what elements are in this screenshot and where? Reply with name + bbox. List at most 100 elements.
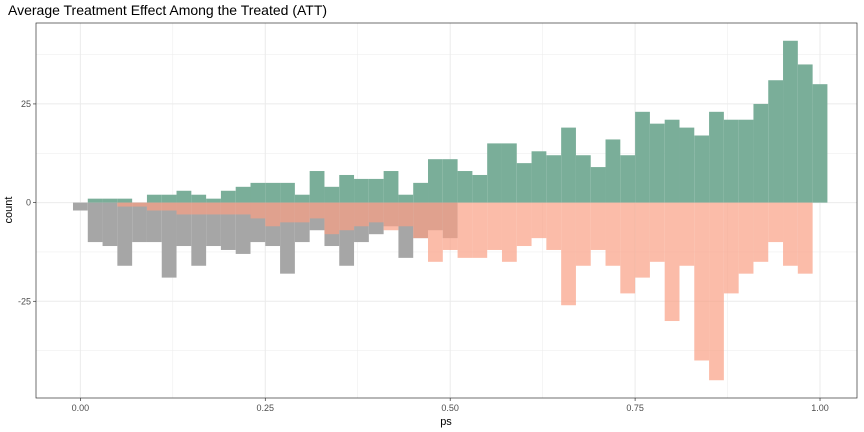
- bar-control_weighted: [709, 202, 724, 381]
- bar-control_weighted: [694, 202, 710, 361]
- series-treated: [87, 40, 828, 203]
- bar-treated: [561, 127, 576, 203]
- bar-treated: [250, 182, 266, 203]
- bar-treated: [235, 186, 251, 203]
- bar-treated: [102, 198, 118, 203]
- bar-control_weighted: [797, 202, 813, 274]
- bar-treated: [354, 178, 369, 203]
- bar-control_weighted: [191, 202, 207, 215]
- bar-control_weighted: [457, 202, 473, 258]
- y-tick-label: 25: [21, 99, 31, 109]
- bar-treated: [812, 84, 828, 203]
- bar-treated: [797, 64, 813, 203]
- bar-treated: [709, 111, 724, 203]
- bar-control_weighted: [339, 202, 355, 231]
- bar-control_raw: [87, 202, 103, 243]
- bar-control_weighted: [309, 202, 325, 219]
- bar-control_weighted: [146, 202, 162, 211]
- bar-control_weighted: [531, 202, 547, 239]
- bar-control_raw: [102, 202, 118, 247]
- bar-treated: [620, 155, 636, 203]
- bar-control_weighted: [413, 202, 429, 239]
- bar-treated: [176, 190, 192, 203]
- bar-control_weighted: [575, 202, 591, 266]
- bar-control_weighted: [280, 202, 295, 223]
- y-axis-title: count: [3, 197, 15, 224]
- bar-treated: [679, 127, 695, 203]
- bar-treated: [605, 139, 621, 203]
- bar-control_raw: [235, 202, 251, 254]
- bar-control_weighted: [723, 202, 739, 294]
- bar-treated: [265, 182, 281, 203]
- bar-control_raw: [132, 202, 147, 243]
- bar-treated: [87, 198, 103, 203]
- bar-treated: [738, 119, 754, 203]
- plot-panel-border: [35, 22, 858, 399]
- bar-control_weighted: [354, 202, 369, 227]
- bar-control_weighted: [768, 202, 784, 243]
- bar-control_weighted: [265, 202, 281, 227]
- series-control_weighted: [117, 202, 813, 381]
- bar-control_weighted: [590, 202, 606, 250]
- bar-treated: [723, 119, 739, 203]
- bar-control_weighted: [487, 202, 502, 250]
- bar-control_weighted: [368, 202, 384, 223]
- bar-control_weighted: [324, 202, 340, 235]
- bar-control_weighted: [546, 202, 562, 250]
- bar-control_weighted: [132, 202, 147, 207]
- bar-control_weighted: [679, 202, 695, 266]
- bar-treated: [383, 171, 399, 203]
- histogram-bars: [72, 40, 828, 381]
- bar-treated: [161, 194, 177, 203]
- bar-control_weighted: [235, 202, 251, 215]
- y-tick-label: -25: [18, 296, 31, 306]
- bar-control_weighted: [117, 202, 133, 207]
- bar-control_weighted: [161, 202, 177, 211]
- bar-control_weighted: [398, 202, 414, 227]
- x-tick-label: 0.00: [72, 403, 90, 413]
- bar-control_raw: [191, 202, 207, 266]
- bar-treated: [546, 155, 562, 203]
- x-tick-label: 0.50: [441, 403, 459, 413]
- bar-treated: [191, 194, 207, 203]
- chart-title: Average Treatment Effect Among the Treat…: [8, 2, 327, 18]
- bar-treated: [516, 163, 532, 203]
- bar-treated: [531, 151, 547, 203]
- x-axis-title: ps: [440, 416, 452, 428]
- bar-treated: [457, 171, 473, 203]
- bar-control_weighted: [561, 202, 576, 306]
- bar-control_weighted: [383, 202, 399, 231]
- bar-treated: [339, 174, 355, 203]
- y-tick-label: 0: [26, 198, 31, 208]
- bar-treated: [783, 40, 798, 203]
- bar-treated: [309, 171, 325, 203]
- bar-treated: [146, 194, 162, 203]
- bar-control_weighted: [428, 202, 443, 262]
- x-tick-label: 0.75: [626, 403, 644, 413]
- bar-control_weighted: [738, 202, 754, 274]
- bar-treated: [635, 111, 650, 203]
- bar-treated: [428, 159, 443, 203]
- bar-treated: [768, 80, 784, 203]
- bar-treated: [664, 119, 680, 203]
- bar-control_weighted: [664, 202, 680, 322]
- bar-treated: [413, 182, 429, 203]
- bar-treated: [220, 190, 236, 203]
- x-tick-label: 1.00: [811, 403, 829, 413]
- bar-control_raw: [146, 202, 162, 243]
- bar-treated: [368, 178, 384, 203]
- bar-control_raw: [161, 202, 177, 278]
- bar-control_weighted: [250, 202, 266, 219]
- bar-treated: [575, 155, 591, 203]
- bar-treated: [501, 143, 517, 203]
- bar-control_weighted: [501, 202, 517, 262]
- bar-control_weighted: [649, 202, 665, 262]
- bar-control_weighted: [635, 202, 650, 278]
- bar-treated: [442, 159, 458, 203]
- bar-treated: [280, 182, 295, 203]
- bar-control_weighted: [206, 202, 221, 215]
- bar-control_weighted: [442, 202, 458, 250]
- bar-control_raw: [72, 202, 88, 211]
- bar-control_weighted: [176, 202, 192, 215]
- bar-control_weighted: [783, 202, 798, 266]
